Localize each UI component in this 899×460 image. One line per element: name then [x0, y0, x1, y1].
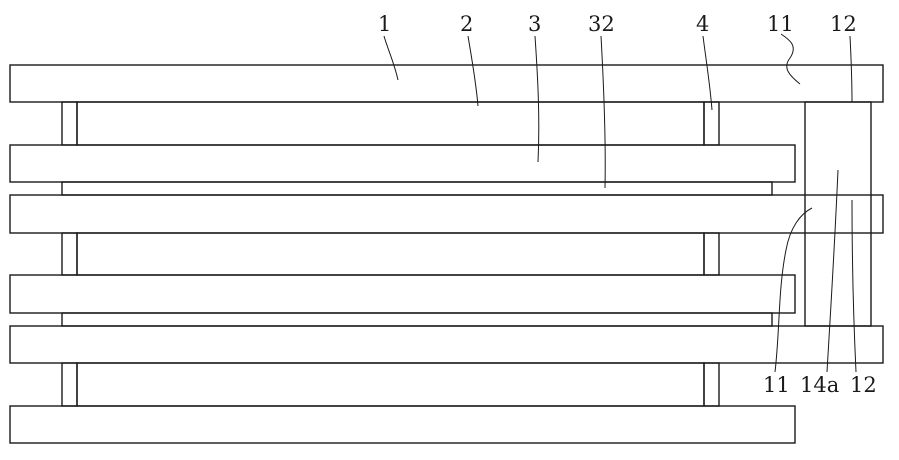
leader-12-bottom — [851, 199, 857, 373]
frame-4-right-bottom — [703, 362, 720, 407]
label-14a: 14a — [800, 373, 839, 397]
thin-layer-32-middle — [61, 312, 773, 327]
label-12-top: 12 — [830, 12, 857, 36]
thin-layer-32-top — [61, 181, 773, 196]
leader-12-top — [849, 35, 853, 103]
frame-4-left-bottom — [61, 362, 78, 407]
label-11-top: 11 — [767, 12, 794, 36]
leader-2 — [467, 35, 479, 107]
reference-labels: 1 2 3 32 4 11 12 11 14a 12 — [378, 12, 877, 397]
label-3: 3 — [528, 12, 541, 36]
leader-14a — [826, 169, 839, 373]
active-layer-2-top — [76, 101, 705, 146]
leader-11-top — [780, 33, 801, 85]
seal-block-12 — [804, 101, 872, 327]
frame-4-right-middle — [703, 232, 720, 276]
label-32: 32 — [588, 12, 615, 36]
plate-middle — [9, 194, 884, 234]
frame-4-left-middle — [61, 232, 78, 276]
plate-1 — [9, 64, 884, 103]
leader-32 — [600, 35, 606, 189]
active-layer-2-bottom — [76, 362, 705, 407]
plate-3-top — [9, 144, 796, 183]
label-12-bottom: 12 — [850, 373, 877, 397]
leader-lines — [383, 33, 857, 373]
leader-4 — [702, 35, 713, 111]
label-4: 4 — [696, 12, 709, 36]
layer-group-top — [9, 101, 796, 196]
active-layer-2-middle — [76, 232, 705, 276]
layer-group-bottom — [9, 362, 796, 444]
plate-3-middle — [9, 274, 796, 314]
label-2: 2 — [460, 12, 473, 36]
plate-bottom — [9, 405, 796, 444]
leader-1 — [383, 35, 399, 81]
frame-4-left-top — [61, 101, 78, 146]
label-1: 1 — [378, 12, 391, 36]
leader-3 — [534, 35, 540, 163]
label-11-bottom: 11 — [763, 373, 790, 397]
leader-11-bottom — [774, 207, 813, 373]
layer-group-middle — [9, 232, 796, 327]
plate-lower — [9, 325, 884, 364]
